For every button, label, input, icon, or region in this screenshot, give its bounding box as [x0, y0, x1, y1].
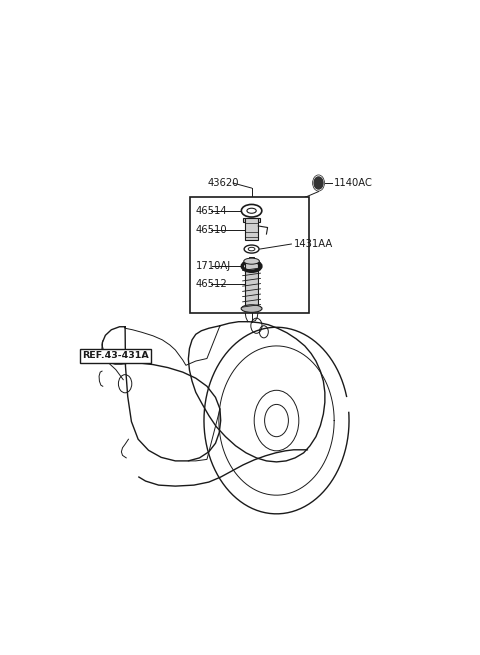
Text: 43620: 43620: [208, 178, 240, 188]
Text: 46512: 46512: [196, 279, 228, 289]
Bar: [243, 218, 260, 222]
Text: 46510: 46510: [196, 225, 228, 235]
Ellipse shape: [241, 305, 262, 312]
Text: REF.43-431A: REF.43-431A: [83, 352, 149, 360]
Text: 1710AJ: 1710AJ: [196, 261, 231, 271]
Text: 46514: 46514: [196, 206, 228, 215]
Text: 1431AA: 1431AA: [294, 239, 334, 249]
Bar: [190, 197, 309, 313]
Bar: [249, 257, 254, 264]
Bar: [245, 260, 258, 310]
Text: 1140AC: 1140AC: [334, 178, 372, 188]
Circle shape: [314, 177, 323, 189]
Ellipse shape: [244, 258, 259, 264]
Bar: [245, 218, 258, 240]
